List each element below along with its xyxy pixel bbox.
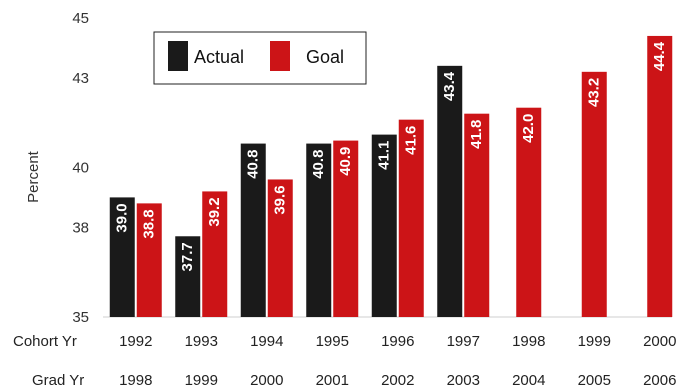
- data-label-goal: 38.8: [141, 209, 158, 238]
- bar-goal: [516, 107, 542, 317]
- bar-actual: [240, 143, 266, 317]
- grad-year-label: 2005: [578, 372, 611, 389]
- cohort-row-label: Cohort Yr: [13, 333, 77, 350]
- data-label-actual: 41.1: [376, 141, 393, 170]
- grad-year-label: 2003: [447, 372, 480, 389]
- y-tick-label: 45: [72, 10, 89, 27]
- bar-actual: [371, 134, 397, 317]
- data-label-goal: 40.9: [337, 147, 354, 176]
- grad-year-label: 2004: [512, 372, 545, 389]
- data-label-actual: 37.7: [179, 242, 196, 271]
- y-axis: 35 38 40 43 45: [72, 10, 89, 326]
- data-label-goal: 39.2: [206, 197, 223, 226]
- cohort-year-label: 1993: [185, 333, 218, 350]
- bar-goal: [202, 191, 228, 317]
- grad-year-label: 1998: [119, 372, 152, 389]
- data-label-actual: 43.4: [441, 71, 458, 101]
- cohort-year-label: 1997: [447, 333, 480, 350]
- cohort-year-label: 1996: [381, 333, 414, 350]
- cohort-year-label: 1995: [316, 333, 349, 350]
- bar-goal: [398, 119, 424, 317]
- data-label-actual: 39.0: [114, 203, 131, 232]
- cohort-year-label: 1994: [250, 333, 283, 350]
- grad-year-label: 2006: [643, 372, 676, 389]
- legend-swatch-goal: [270, 41, 290, 71]
- bar-goal: [333, 140, 359, 317]
- legend-label-actual: Actual: [194, 47, 244, 67]
- y-tick-label: 35: [72, 309, 89, 326]
- grad-year-label: 1999: [185, 372, 218, 389]
- grad-row-label: Grad Yr: [32, 372, 84, 389]
- bar-goal: [267, 179, 293, 317]
- bar-actual: [306, 143, 332, 317]
- data-label-goal: 42.0: [520, 114, 537, 143]
- data-label-actual: 40.8: [245, 150, 262, 179]
- legend-box: [153, 31, 367, 85]
- y-tick-label: 43: [72, 70, 89, 87]
- data-label-goal: 39.6: [272, 185, 289, 214]
- data-label-goal: 43.2: [586, 78, 603, 107]
- y-axis-label: Percent: [25, 150, 42, 203]
- bars: 39.0 38.8 37.7 39.2 40.8 39.6 40.8 40.9 41.1 41.6…: [109, 35, 673, 318]
- cohort-year-label: 1998: [512, 333, 545, 350]
- bar-goal: [647, 35, 673, 317]
- y-tick-label: 40: [72, 160, 89, 177]
- cohort-year-label: 1999: [578, 333, 611, 350]
- bar-goal: [581, 71, 607, 317]
- legend-label-goal: Goal: [306, 47, 344, 67]
- y-tick-label: 38: [72, 219, 89, 236]
- bar-actual: [437, 65, 463, 317]
- cohort-year-label: 1992: [119, 333, 152, 350]
- bar-actual: [175, 236, 201, 317]
- grad-year-label: 2001: [316, 372, 349, 389]
- category-rows: Cohort Yr Grad Yr 1992 1998 1993 1999 1994 20…: [13, 333, 676, 389]
- bar-actual: [109, 197, 135, 317]
- legend-swatch-actual: [168, 41, 188, 71]
- data-label-goal: 41.6: [403, 126, 420, 155]
- bar-goal: [464, 113, 490, 318]
- data-label-goal: 41.8: [468, 120, 485, 149]
- data-label-goal: 44.4: [651, 41, 668, 71]
- bar-goal: [136, 203, 162, 317]
- legend: Actual Goal: [153, 31, 367, 85]
- data-label-actual: 40.8: [310, 150, 327, 179]
- cohort-year-label: 2000: [643, 333, 676, 350]
- grad-year-label: 2002: [381, 372, 414, 389]
- grad-year-label: 2000: [250, 372, 283, 389]
